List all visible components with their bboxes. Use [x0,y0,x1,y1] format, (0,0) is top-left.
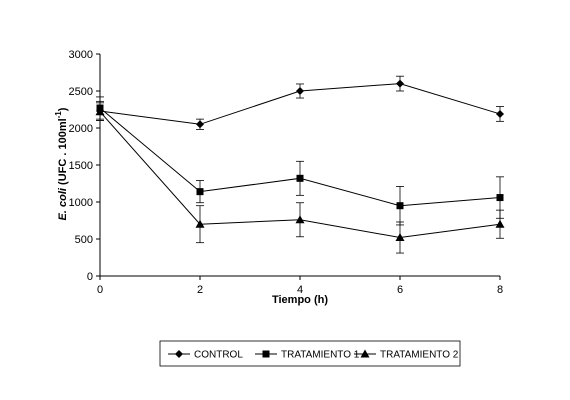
legend-item: TRATAMIENTO 2 [354,349,459,361]
y-axis-label-text: (UFC . 100ml [57,118,69,188]
series-layer [95,75,505,254]
y-tick-label: 1000 [69,197,93,209]
y-tick-label: 500 [75,234,93,246]
x-tick-label: 2 [197,284,203,296]
data-point-triangle [395,233,405,242]
y-axis-label-italic: E. coli [57,187,69,220]
data-point-triangle [95,107,105,116]
data-point-diamond [396,79,404,88]
series-triangle [95,102,505,254]
data-point-diamond [175,350,183,358]
axes: 0 500 1000 1500 2000 2500 3000 0 2 4 6 8 [69,49,504,296]
y-tick-label: 0 [87,271,93,283]
legend-label: CONTROL [194,350,243,361]
legend: CONTROL TRATAMIENTO 1 TRATAMIENTO 2 [159,340,461,367]
y-tick-label: 3000 [69,49,93,61]
y-axis-label: E. coli (UFC . 100ml-1) [54,107,69,220]
x-tick-label: 6 [397,284,403,296]
legend-item: TRATAMIENTO 1 [255,350,360,361]
data-point-diamond [296,87,304,95]
data-point-diamond [496,109,504,118]
x-tick-label: 0 [97,284,103,296]
data-point-diamond [196,120,204,129]
x-tick-label: 4 [297,284,303,296]
data-point-square [196,188,204,196]
data-point-triangle [295,215,305,224]
data-point-triangle [495,219,505,228]
y-axis-label-superscript: -1 [54,111,63,119]
data-point-square [396,202,404,210]
x-axis-label: Tiempo (h) [272,294,328,306]
data-point-square [262,350,270,358]
y-axis-label-close: ) [57,107,69,111]
y-tick-label: 2500 [69,86,93,98]
data-point-triangle [195,219,205,228]
y-tick-label: 2000 [69,123,93,135]
data-point-square [296,174,304,182]
legend-label: TRATAMIENTO 2 [380,350,459,361]
y-tick-label: 1500 [69,160,93,172]
data-point-triangle [360,349,370,358]
legend-box [159,340,461,367]
data-point-square [496,194,504,202]
x-tick-label: 8 [497,284,503,296]
legend-item: CONTROL [168,350,243,361]
legend-label: TRATAMIENTO 1 [281,350,360,361]
series-diamond [96,75,504,130]
